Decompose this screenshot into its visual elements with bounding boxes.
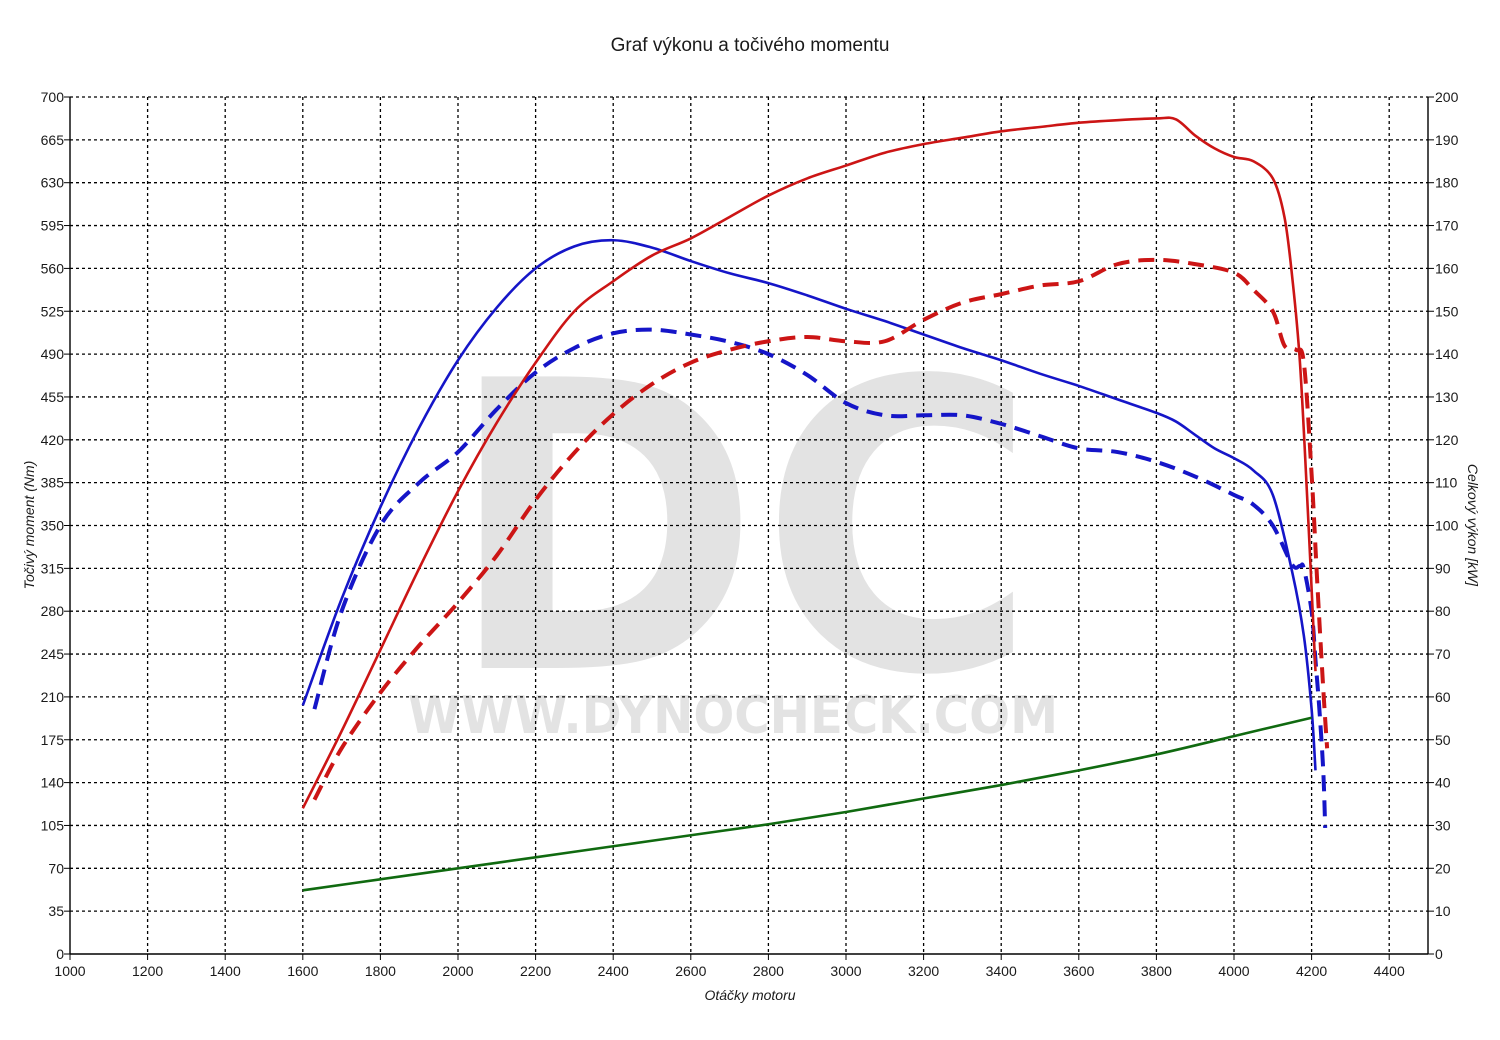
y-left-tick-label: 175 [41,732,65,748]
y-left-tick-label: 315 [41,560,65,576]
y-left-tick-label: 140 [41,775,65,791]
x-tick-label: 1800 [365,963,396,979]
y-right-tick-label: 30 [1435,817,1451,833]
x-tick-label: 1000 [54,963,85,979]
y-right-tick-label: 140 [1435,346,1459,362]
watermark-logo: DC [447,298,1037,763]
grid [70,96,1428,954]
x-tick-label: 3200 [908,963,939,979]
x-tick-label: 3800 [1141,963,1172,979]
chart-title: Graf výkonu a točivého momentu [611,35,890,56]
x-tick-label: 2400 [598,963,629,979]
tick-labels: 1000 1200 1400 1600 1800 2000 2200 2400 2600 2800… [41,89,1459,979]
series-line-5 [302,716,1312,892]
y-axis-left-label: Točivý moment (Nm) [21,461,37,590]
x-tick-label: 4400 [1374,963,1405,979]
x-tick-label: 3400 [986,963,1017,979]
x-tick-label: 4200 [1296,963,1327,979]
y-right-tick-label: 20 [1435,860,1451,876]
y-left-tick-label: 0 [56,946,64,962]
x-tick-label: 2000 [442,963,473,979]
y-right-tick-label: 170 [1435,218,1459,234]
y-left-tick-label: 105 [41,817,65,833]
y-right-tick-label: 70 [1435,646,1451,662]
watermark-url: WWW.DYNOCHECK.COM [408,686,1058,746]
y-right-tick-label: 150 [1435,303,1459,319]
series-line-3 [301,116,1317,809]
x-tick-label: 3600 [1063,963,1094,979]
y-right-tick-label: 200 [1435,89,1459,105]
y-right-tick-label: 110 [1435,475,1458,491]
y-right-tick-label: 10 [1435,903,1451,919]
x-tick-label: 2600 [675,963,706,979]
y-left-tick-label: 420 [41,432,65,448]
y-right-tick-label: 60 [1435,689,1451,705]
y-left-tick-label: 490 [41,346,65,362]
y-left-tick-label: 665 [41,132,65,148]
y-left-tick-label: 700 [41,89,65,105]
y-axis-right-label: Celkový výkon [kW] [1465,464,1481,587]
y-left-tick-label: 385 [41,475,65,491]
x-tick-label: 3000 [830,963,861,979]
series-group [301,116,1330,892]
y-left-tick-label: 35 [48,903,64,919]
x-tick-label: 1600 [287,963,318,979]
y-right-tick-label: 100 [1435,518,1459,534]
series-line-2 [312,327,1328,828]
y-left-tick-label: 210 [41,689,65,705]
series-line-1 [301,238,1317,771]
y-right-tick-label: 0 [1435,946,1443,962]
y-left-tick-label: 525 [41,303,65,319]
x-tick-label: 4000 [1218,963,1249,979]
x-tick-label: 1200 [132,963,163,979]
y-left-tick-label: 595 [41,218,65,234]
y-right-tick-label: 120 [1435,432,1459,448]
y-left-tick-label: 455 [41,389,65,405]
plot-frame [64,96,1434,960]
x-tick-label: 1400 [210,963,241,979]
y-right-tick-label: 50 [1435,732,1451,748]
x-tick-label: 2800 [753,963,784,979]
y-left-tick-label: 70 [48,860,64,876]
y-left-tick-label: 280 [41,603,65,619]
series-line-4 [312,257,1330,801]
y-left-tick-label: 630 [41,175,65,191]
watermark: DC WWW.DYNOCHECK.COM [408,298,1058,763]
x-tick-label: 2200 [520,963,551,979]
y-right-tick-label: 40 [1435,775,1451,791]
y-left-tick-label: 560 [41,260,65,276]
x-axis-label: Otáčky motoru [704,987,795,1003]
y-right-tick-label: 90 [1435,560,1451,576]
y-right-tick-label: 190 [1435,132,1459,148]
y-right-tick-label: 180 [1435,175,1459,191]
y-right-tick-label: 160 [1435,260,1459,276]
y-left-tick-label: 350 [41,518,65,534]
y-left-tick-label: 245 [41,646,65,662]
y-right-tick-label: 130 [1435,389,1459,405]
y-right-tick-label: 80 [1435,603,1451,619]
